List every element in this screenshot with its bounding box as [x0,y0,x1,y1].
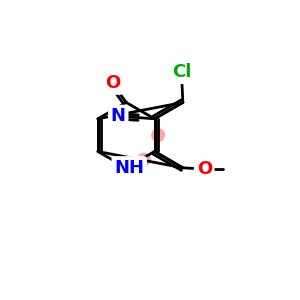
Circle shape [138,153,150,166]
Text: O: O [105,74,121,92]
Text: Cl: Cl [172,63,191,81]
Text: N: N [111,107,126,125]
Text: NH: NH [114,159,144,177]
Circle shape [152,129,164,141]
Text: O: O [196,160,212,178]
